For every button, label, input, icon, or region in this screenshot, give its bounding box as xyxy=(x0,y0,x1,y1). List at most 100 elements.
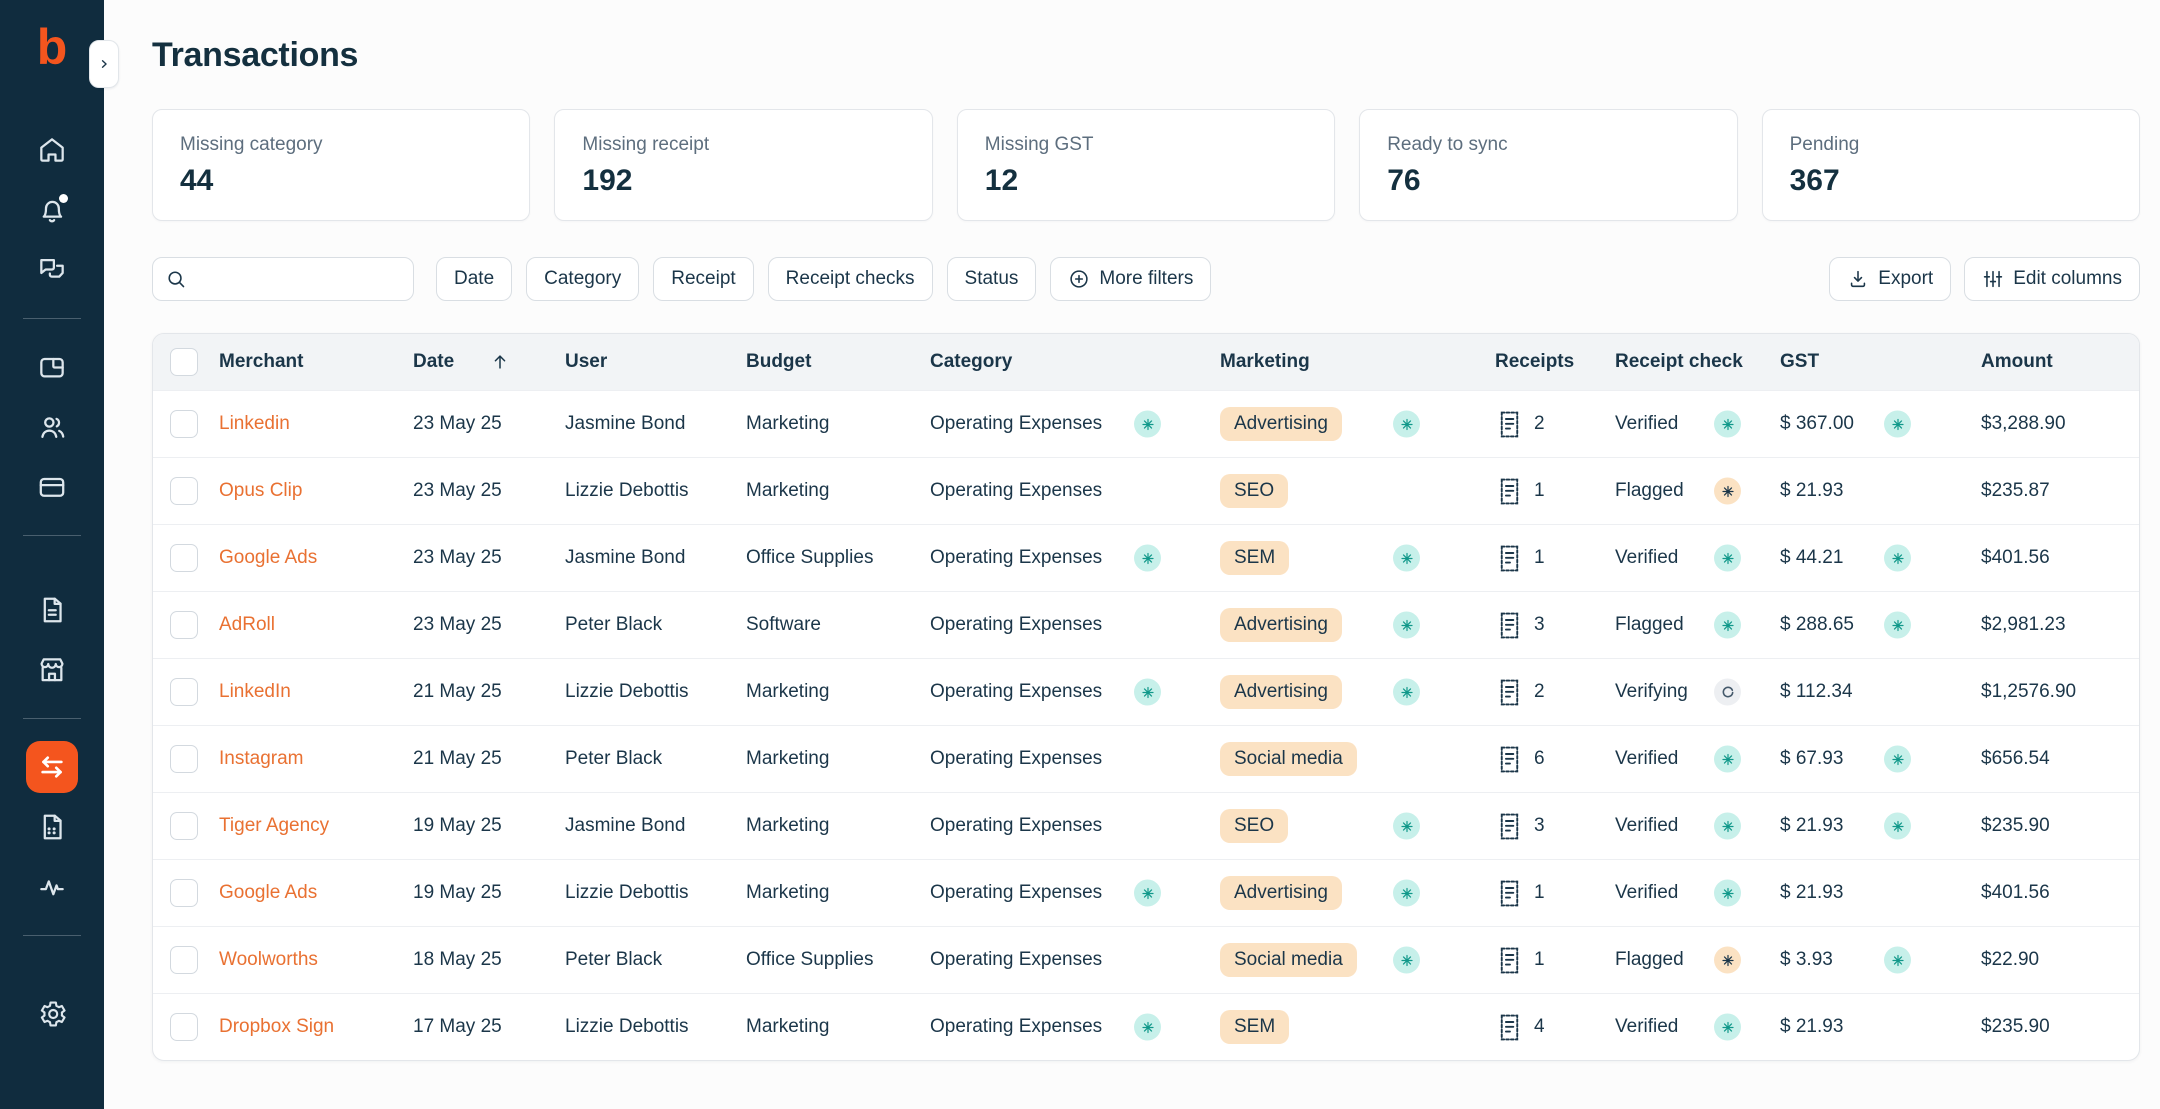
sort-ascending-icon[interactable] xyxy=(490,352,510,372)
marketing-badge[interactable]: Social media xyxy=(1220,943,1357,977)
column-header-category[interactable]: Category xyxy=(930,351,1013,372)
search-box[interactable] xyxy=(152,257,414,301)
column-header-receipt-check[interactable]: Receipt check xyxy=(1615,351,1743,372)
receipts-cell[interactable]: 2 xyxy=(1495,409,1615,440)
ai-suggestion-icon[interactable] xyxy=(1884,410,1911,438)
column-header-amount[interactable]: Amount xyxy=(1981,351,2053,372)
receipts-cell[interactable]: 3 xyxy=(1495,811,1615,842)
receipts-cell[interactable]: 6 xyxy=(1495,744,1615,775)
marketing-badge[interactable]: SEO xyxy=(1220,809,1289,843)
row-checkbox[interactable] xyxy=(170,879,198,907)
row-checkbox[interactable] xyxy=(170,544,198,572)
sidebar-item-wallet[interactable] xyxy=(26,341,78,393)
stat-card-missing-receipt[interactable]: Missing receipt 192 xyxy=(554,109,933,221)
merchant-link[interactable]: Opus Clip xyxy=(219,480,303,501)
ai-suggestion-icon[interactable] xyxy=(1714,611,1741,639)
receipts-cell[interactable]: 1 xyxy=(1495,476,1615,507)
table-row[interactable]: LinkedIn 21 May 25 Lizzie Debottis Marke… xyxy=(153,658,2139,725)
ai-suggestion-icon[interactable] xyxy=(1884,544,1911,572)
ai-suggestion-icon[interactable] xyxy=(1393,812,1420,840)
ai-suggestion-icon[interactable] xyxy=(1393,879,1420,907)
receipts-cell[interactable]: 4 xyxy=(1495,1012,1615,1043)
ai-suggestion-icon[interactable] xyxy=(1714,678,1741,706)
row-checkbox[interactable] xyxy=(170,678,198,706)
marketing-badge[interactable]: Advertising xyxy=(1220,407,1342,441)
ai-suggestion-icon[interactable] xyxy=(1884,946,1911,974)
column-header-marketing[interactable]: Marketing xyxy=(1220,351,1310,372)
filter-chip-receipt-checks[interactable]: Receipt checks xyxy=(767,257,933,301)
column-header-receipts[interactable]: Receipts xyxy=(1495,351,1575,372)
table-row[interactable]: AdRoll 23 May 25 Peter Black Software Op… xyxy=(153,591,2139,658)
receipts-cell[interactable]: 2 xyxy=(1495,677,1615,708)
stat-card-missing-gst[interactable]: Missing GST 12 xyxy=(956,109,1336,221)
filter-chip-category[interactable]: Category xyxy=(526,257,640,301)
marketing-badge[interactable]: SEM xyxy=(1220,541,1290,575)
row-checkbox[interactable] xyxy=(170,1013,198,1041)
row-checkbox[interactable] xyxy=(170,477,198,505)
sidebar-item-home[interactable] xyxy=(26,124,78,176)
table-row[interactable]: Linkedin 23 May 25 Jasmine Bond Marketin… xyxy=(153,390,2139,457)
ai-suggestion-icon[interactable] xyxy=(1884,611,1911,639)
receipts-cell[interactable]: 1 xyxy=(1495,945,1615,976)
column-header-merchant[interactable]: Merchant xyxy=(219,351,304,372)
sidebar-item-documents[interactable] xyxy=(26,584,78,636)
sidebar-item-contacts[interactable] xyxy=(26,401,78,453)
ai-suggestion-icon[interactable] xyxy=(1134,544,1161,572)
column-header-gst[interactable]: GST xyxy=(1780,351,1820,372)
ai-suggestion-icon[interactable] xyxy=(1393,946,1420,974)
sidebar-item-settings[interactable] xyxy=(26,988,78,1040)
ai-suggestion-icon[interactable] xyxy=(1393,678,1420,706)
table-row[interactable]: Google Ads 19 May 25 Lizzie Debottis Mar… xyxy=(153,859,2139,926)
ai-suggestion-icon[interactable] xyxy=(1393,611,1420,639)
merchant-link[interactable]: Woolworths xyxy=(219,949,318,970)
table-row[interactable]: Dropbox Sign 17 May 25 Lizzie Debottis M… xyxy=(153,993,2139,1060)
column-header-user[interactable]: User xyxy=(565,351,608,372)
merchant-link[interactable]: Google Ads xyxy=(219,547,318,568)
sidebar-item-messages[interactable] xyxy=(26,244,78,296)
receipts-cell[interactable]: 1 xyxy=(1495,543,1615,574)
ai-suggestion-icon[interactable] xyxy=(1714,477,1741,505)
column-header-budget[interactable]: Budget xyxy=(746,351,812,372)
ai-suggestion-icon[interactable] xyxy=(1134,410,1161,438)
merchant-link[interactable]: AdRoll xyxy=(219,614,275,635)
receipts-cell[interactable]: 1 xyxy=(1495,878,1615,909)
search-input[interactable] xyxy=(195,268,401,290)
table-row[interactable]: Instagram 21 May 25 Peter Black Marketin… xyxy=(153,725,2139,792)
sidebar-item-store[interactable] xyxy=(26,644,78,696)
ai-suggestion-icon[interactable] xyxy=(1134,678,1161,706)
merchant-link[interactable]: LinkedIn xyxy=(219,681,291,702)
table-row[interactable]: Woolworths 18 May 25 Peter Black Office … xyxy=(153,926,2139,993)
ai-suggestion-icon[interactable] xyxy=(1714,544,1741,572)
row-checkbox[interactable] xyxy=(170,946,198,974)
marketing-badge[interactable]: Advertising xyxy=(1220,876,1342,910)
stat-card-ready-to-sync[interactable]: Ready to sync 76 xyxy=(1359,109,1738,221)
edit-columns-button[interactable]: Edit columns xyxy=(1964,257,2140,301)
export-button[interactable]: Export xyxy=(1829,257,1952,301)
ai-suggestion-icon[interactable] xyxy=(1714,1013,1741,1041)
merchant-link[interactable]: Dropbox Sign xyxy=(219,1016,335,1037)
filter-chip-status[interactable]: Status xyxy=(946,257,1037,301)
merchant-link[interactable]: Tiger Agency xyxy=(219,815,330,836)
sidebar-item-activity[interactable] xyxy=(26,861,78,913)
sidebar-item-transactions[interactable] xyxy=(26,741,78,793)
filter-chip-receipt[interactable]: Receipt xyxy=(653,257,754,301)
ai-suggestion-icon[interactable] xyxy=(1714,812,1741,840)
row-checkbox[interactable] xyxy=(170,611,198,639)
ai-suggestion-icon[interactable] xyxy=(1714,410,1741,438)
marketing-badge[interactable]: Advertising xyxy=(1220,675,1342,709)
more-filters-button[interactable]: More filters xyxy=(1050,257,1212,301)
row-checkbox[interactable] xyxy=(170,745,198,773)
sidebar-item-invoices[interactable] xyxy=(26,801,78,853)
marketing-badge[interactable]: SEO xyxy=(1220,474,1289,508)
receipts-cell[interactable]: 3 xyxy=(1495,610,1615,641)
select-all-checkbox[interactable] xyxy=(170,348,198,376)
sidebar-item-cards[interactable] xyxy=(26,461,78,513)
row-checkbox[interactable] xyxy=(170,410,198,438)
ai-suggestion-icon[interactable] xyxy=(1884,745,1911,773)
stat-card-missing-category[interactable]: Missing category 44 xyxy=(152,109,531,221)
brand-logo[interactable]: b xyxy=(36,19,68,75)
ai-suggestion-icon[interactable] xyxy=(1714,745,1741,773)
ai-suggestion-icon[interactable] xyxy=(1134,879,1161,907)
merchant-link[interactable]: Linkedin xyxy=(219,413,290,434)
table-row[interactable]: Google Ads 23 May 25 Jasmine Bond Office… xyxy=(153,524,2139,591)
